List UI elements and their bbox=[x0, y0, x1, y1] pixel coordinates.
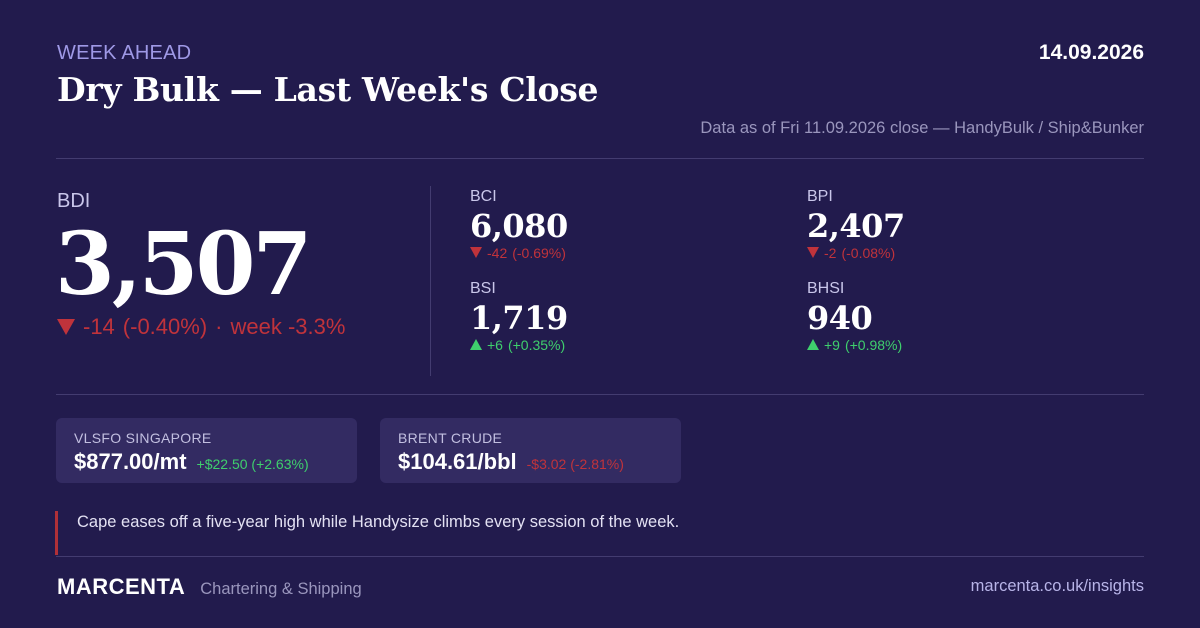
index-change-pct: (-0.69%) bbox=[512, 244, 566, 261]
index-change-abs: +6 bbox=[487, 336, 503, 353]
page-title: Dry Bulk — Last Week's Close bbox=[57, 70, 599, 109]
index-change: -2 (-0.08%) bbox=[807, 245, 905, 261]
vertical-divider bbox=[430, 186, 431, 376]
bdi-change-abs: -14 bbox=[83, 314, 115, 339]
bdi-value: 3,507 bbox=[55, 214, 312, 315]
card-vlsfo-singapore: VLSFO SINGAPORE $877.00/mt +$22.50 (+2.6… bbox=[56, 418, 357, 483]
report-date: 14.09.2026 bbox=[1038, 41, 1144, 64]
insights-url: marcenta.co.uk/insights bbox=[970, 577, 1144, 595]
card-change: -$3.02 (-2.81%) bbox=[526, 456, 624, 472]
index-bhsi: BHSI 940 +9 (+0.98%) bbox=[807, 280, 902, 353]
index-change: -42 (-0.69%) bbox=[470, 245, 568, 261]
index-change: +6 (+0.35%) bbox=[470, 337, 568, 353]
index-bpi: BPI 2,407 -2 (-0.08%) bbox=[807, 188, 905, 261]
card-row: $104.61/bbl -$3.02 (-2.81%) bbox=[398, 449, 663, 475]
divider-top bbox=[56, 158, 1144, 159]
index-label: BHSI bbox=[807, 280, 845, 297]
arrow-down-icon bbox=[470, 247, 482, 259]
index-value: 6,080 bbox=[470, 207, 568, 245]
card-value: $104.61/bbl bbox=[398, 449, 517, 474]
divider-bottom bbox=[56, 556, 1144, 557]
index-change: +9 (+0.98%) bbox=[807, 337, 902, 353]
brand-name: MARCENTA bbox=[57, 574, 186, 599]
arrow-up-icon bbox=[470, 339, 482, 351]
index-change-abs: -2 bbox=[824, 244, 837, 261]
bdi-label: BDI bbox=[57, 190, 91, 212]
index-value: 2,407 bbox=[807, 207, 905, 245]
card-value: $877.00/mt bbox=[74, 449, 187, 474]
card-brent-crude: BRENT CRUDE $104.61/bbl -$3.02 (-2.81%) bbox=[380, 418, 681, 483]
card-label: VLSFO SINGAPORE bbox=[74, 430, 212, 446]
index-label: BCI bbox=[470, 188, 497, 205]
bdi-week-change: week -3.3% bbox=[230, 314, 346, 339]
brand: MARCENTA Chartering & Shipping bbox=[57, 574, 362, 600]
index-change-abs: -42 bbox=[487, 244, 508, 261]
index-change-pct: (+0.98%) bbox=[844, 336, 903, 353]
index-change-pct: (+0.35%) bbox=[507, 336, 566, 353]
index-change-pct: (-0.08%) bbox=[841, 244, 896, 261]
index-value: 1,719 bbox=[470, 299, 568, 337]
index-change-abs: +9 bbox=[824, 336, 840, 353]
kicker: WEEK AHEAD bbox=[57, 42, 192, 64]
arrow-up-icon bbox=[807, 339, 819, 351]
divider-middle bbox=[56, 394, 1144, 395]
arrow-down-icon bbox=[57, 319, 75, 335]
bdi-change: -14 (-0.40%) · week -3.3% bbox=[57, 314, 345, 340]
index-bsi: BSI 1,719 +6 (+0.35%) bbox=[470, 280, 568, 353]
bdi-separator: · bbox=[215, 314, 223, 339]
index-value: 940 bbox=[807, 299, 873, 337]
arrow-down-icon bbox=[807, 247, 819, 259]
index-bci: BCI 6,080 -42 (-0.69%) bbox=[470, 188, 568, 261]
card-label: BRENT CRUDE bbox=[398, 430, 503, 446]
brand-tagline: Chartering & Shipping bbox=[200, 580, 362, 598]
index-label: BPI bbox=[807, 188, 833, 205]
data-source: Data as of Fri 11.09.2026 close — HandyB… bbox=[700, 119, 1144, 137]
bdi-change-pct: (-0.40%) bbox=[122, 314, 208, 339]
commentary-note: Cape eases off a five-year high while Ha… bbox=[55, 511, 679, 555]
index-label: BSI bbox=[470, 280, 496, 297]
card-row: $877.00/mt +$22.50 (+2.63%) bbox=[74, 449, 339, 475]
card-change: +$22.50 (+2.63%) bbox=[196, 456, 309, 472]
